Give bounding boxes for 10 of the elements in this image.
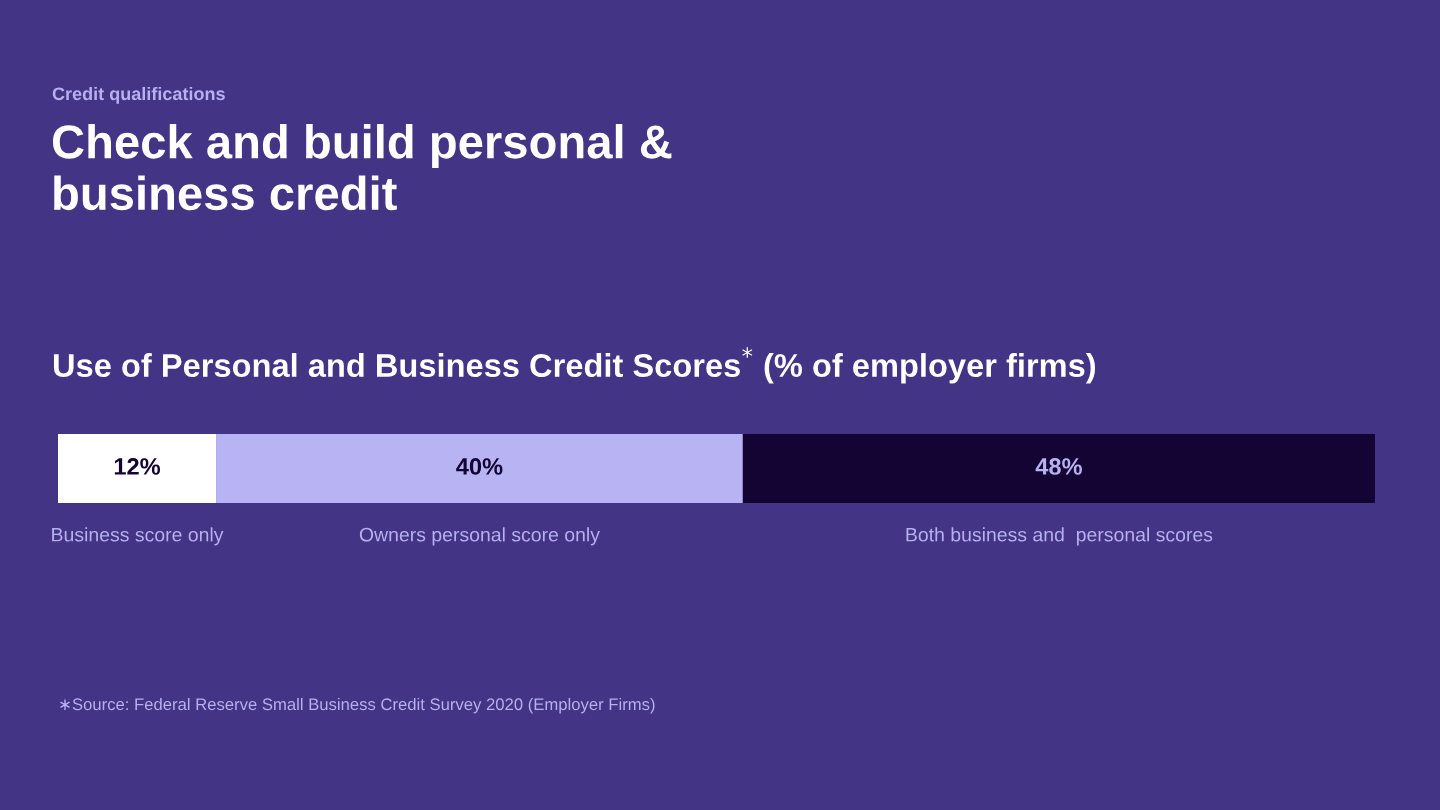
data-label: 40% xyxy=(456,458,503,475)
data-label: 12% xyxy=(114,458,161,475)
series-label: Both business and personal scores xyxy=(906,527,1213,546)
series-label: Business score only xyxy=(52,527,224,546)
chart-title: Check and build personal & business credit xyxy=(52,124,672,211)
chart-subtitle: Use of Personal and Business Credit Scores$^{*}$ (% of employer firms) xyxy=(53,347,1096,384)
text: ∗Source: Federal Reserve Small Business Credit Survey 2020 (Employer Firms) xyxy=(60,697,655,714)
series-label: Owners personal score only xyxy=(359,527,600,546)
data-label: 48% xyxy=(1035,458,1082,475)
text: Credit qualifications xyxy=(52,86,225,104)
